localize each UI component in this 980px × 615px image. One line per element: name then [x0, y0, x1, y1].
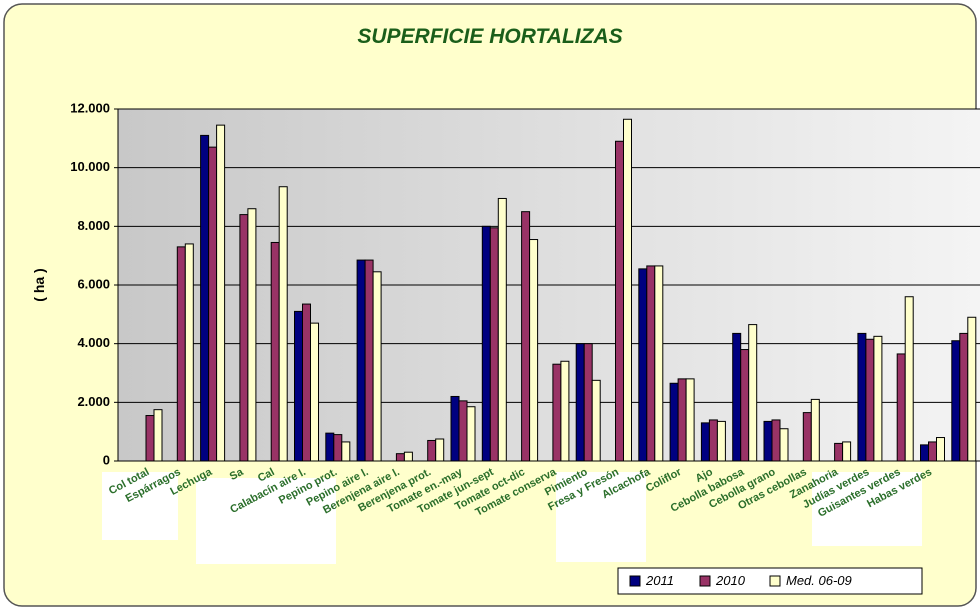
bar [560, 360, 570, 462]
bar [873, 335, 883, 462]
bar [521, 211, 531, 462]
bar [270, 241, 280, 462]
bar [748, 324, 758, 462]
label-box [102, 472, 178, 540]
bar [302, 303, 311, 462]
legend-swatch [699, 575, 711, 587]
bar [771, 419, 781, 462]
legend-label: 2011 [645, 573, 674, 588]
bar [247, 208, 257, 462]
label-box [812, 472, 922, 546]
bar [294, 310, 303, 462]
bar [216, 124, 226, 462]
bar [529, 239, 539, 462]
bar [450, 395, 460, 462]
bar [200, 134, 210, 462]
bar [153, 409, 163, 462]
bar [395, 453, 405, 462]
bar [325, 432, 335, 462]
y-tick-label: 12.000 [70, 100, 110, 115]
bar [591, 379, 601, 462]
bar [481, 225, 491, 462]
bar [575, 343, 585, 462]
bar [356, 259, 366, 462]
y-tick-label: 8.000 [77, 218, 110, 233]
y-tick-label: 2.000 [77, 394, 110, 409]
bar [184, 243, 194, 462]
bar [489, 227, 499, 462]
bar [466, 406, 476, 462]
bar [685, 378, 695, 462]
bar [583, 343, 593, 462]
bar [802, 412, 812, 462]
bar [278, 186, 288, 462]
bar [208, 146, 218, 462]
x-tick-label: Sa [228, 466, 246, 483]
bar [497, 197, 507, 462]
bar [716, 420, 726, 462]
bar [646, 265, 656, 462]
bar [372, 271, 382, 462]
bar [896, 353, 906, 462]
bar [239, 214, 249, 462]
bar [427, 439, 437, 462]
y-axis-label: ( ha ) [31, 268, 47, 301]
legend-label: 2010 [715, 573, 746, 588]
bar [732, 332, 742, 462]
bar [669, 382, 679, 462]
bar [341, 441, 351, 462]
bar [145, 415, 155, 462]
bar [810, 398, 820, 462]
legend-swatch [629, 575, 641, 587]
bar [654, 265, 664, 462]
bar [967, 316, 977, 462]
bar [779, 428, 789, 462]
bar [920, 444, 929, 462]
bar [700, 422, 710, 462]
bar [403, 451, 413, 462]
bar [936, 437, 945, 462]
bar [708, 419, 718, 462]
y-tick-label: 0 [103, 452, 110, 467]
bar [834, 442, 844, 462]
bar [638, 268, 648, 462]
bar [842, 441, 852, 462]
bar [364, 259, 374, 462]
bar [435, 438, 445, 462]
label-box [556, 472, 646, 562]
bar [904, 296, 914, 462]
bar [333, 434, 343, 462]
label-box [196, 478, 336, 564]
bar [615, 140, 624, 462]
y-tick-label: 10.000 [70, 159, 110, 174]
y-tick-label: 4.000 [77, 335, 110, 350]
bar [740, 349, 750, 462]
bar [458, 400, 468, 462]
bar [552, 363, 562, 462]
bar [857, 332, 867, 462]
y-tick-label: 6.000 [77, 276, 110, 291]
bar [865, 338, 875, 462]
legend-swatch [769, 575, 781, 587]
bar [677, 378, 687, 462]
bar [763, 420, 773, 462]
bar [176, 246, 186, 462]
legend-label: Med. 06-09 [786, 573, 852, 588]
chart-title: SUPERFICIE HORTALIZAS [357, 25, 622, 48]
bar [928, 441, 937, 462]
bar [951, 340, 961, 462]
bar [310, 322, 319, 462]
bar [959, 332, 969, 462]
bar [623, 118, 632, 462]
